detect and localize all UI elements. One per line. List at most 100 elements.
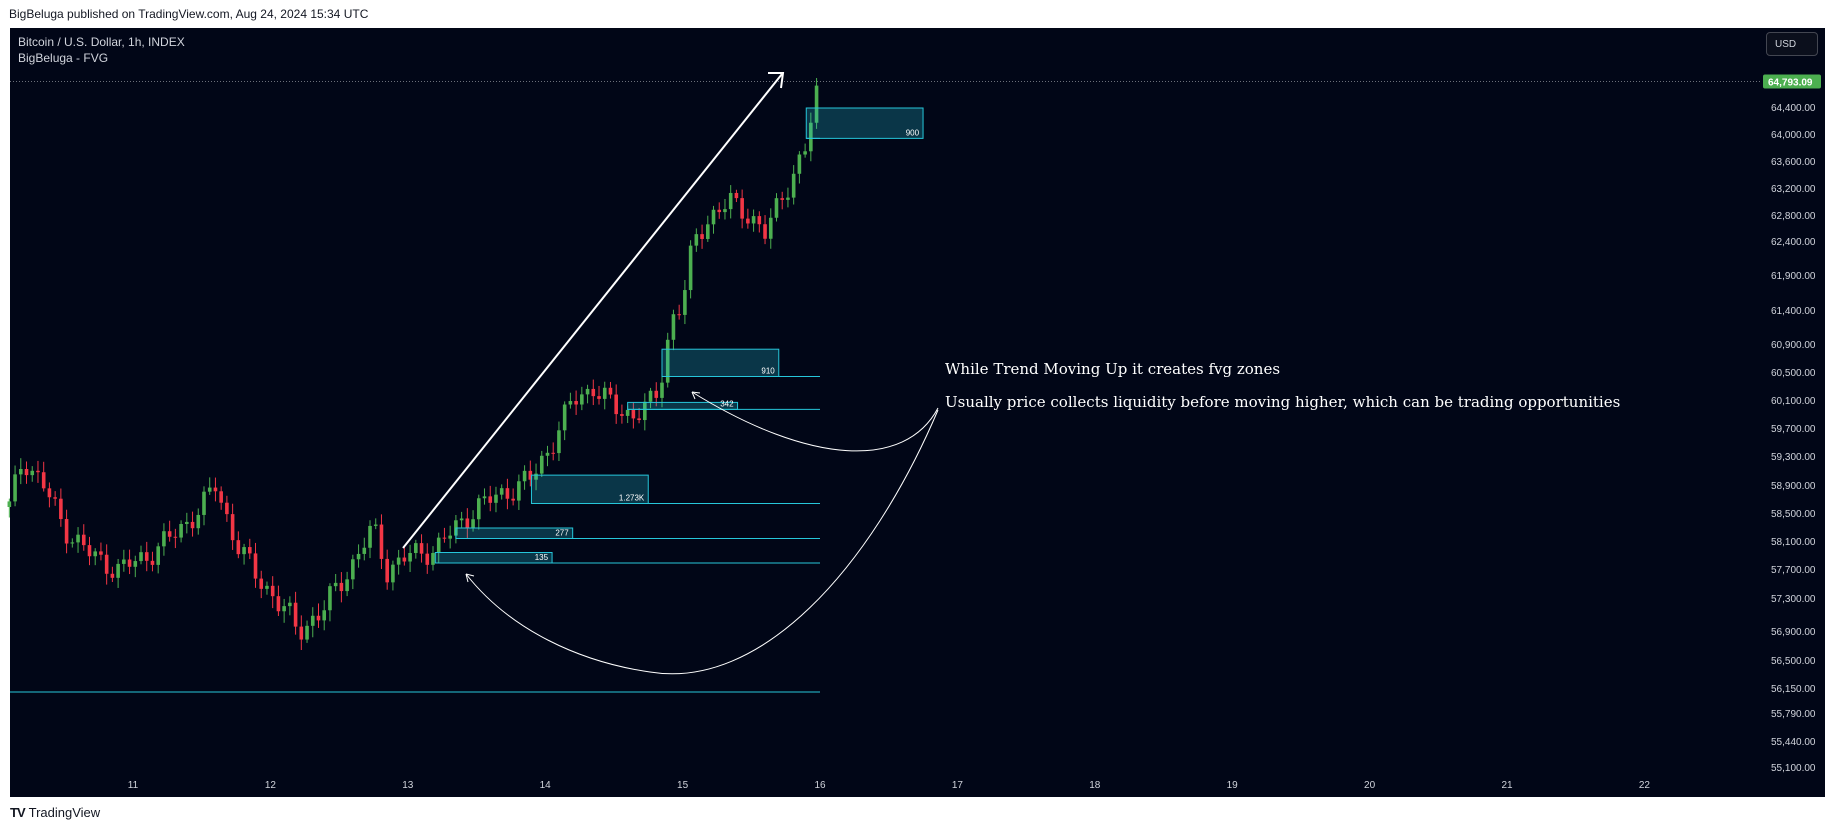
candle-body[interactable] [746, 218, 750, 224]
fvg-zone[interactable] [805, 107, 924, 139]
chart-area[interactable] [10, 28, 1825, 797]
candle-body[interactable] [654, 390, 659, 398]
candle-body[interactable] [757, 216, 762, 225]
candle-body[interactable] [436, 537, 441, 553]
candle-body[interactable] [488, 496, 493, 503]
candle-body[interactable] [402, 557, 407, 562]
candle-body[interactable] [408, 553, 412, 562]
candle-body[interactable] [333, 582, 338, 587]
candle-body[interactable] [230, 514, 235, 541]
candle-body[interactable] [574, 401, 578, 405]
candle-body[interactable] [339, 582, 344, 592]
candle-body[interactable] [53, 497, 57, 499]
candle-body[interactable] [585, 388, 590, 395]
candle-body[interactable] [76, 534, 80, 543]
candle-body[interactable] [442, 537, 447, 539]
candle-body[interactable] [351, 559, 355, 580]
candle-body[interactable] [316, 615, 321, 621]
candle-body[interactable] [545, 452, 550, 456]
candle-body[interactable] [202, 491, 206, 515]
candle-body[interactable] [225, 502, 229, 515]
candle-body[interactable] [167, 531, 172, 537]
candle-body[interactable] [13, 474, 17, 502]
candle-body[interactable] [162, 531, 166, 547]
candle-body[interactable] [185, 521, 189, 525]
candle-body[interactable] [236, 540, 241, 555]
candle-body[interactable] [671, 314, 676, 340]
candle-body[interactable] [740, 198, 744, 219]
candle-body[interactable] [591, 388, 596, 397]
candle-body[interactable] [763, 224, 767, 239]
candle-body[interactable] [47, 488, 52, 498]
candle-body[interactable] [385, 558, 389, 583]
candle-body[interactable] [728, 192, 733, 210]
candle-body[interactable] [774, 198, 779, 218]
candle-body[interactable] [700, 234, 704, 239]
candle-body[interactable] [734, 192, 739, 199]
candle-body[interactable] [425, 553, 430, 565]
candle-body[interactable] [247, 547, 252, 554]
tradingview-brand[interactable]: TV TradingView [10, 805, 100, 820]
currency-button[interactable]: USD [1766, 32, 1818, 56]
candle-body[interactable] [448, 535, 452, 539]
candle-body[interactable] [614, 394, 618, 415]
candle-body[interactable] [213, 487, 218, 492]
candle-body[interactable] [173, 536, 178, 538]
candle-body[interactable] [551, 452, 556, 454]
candle-body[interactable] [253, 553, 258, 579]
candle-body[interactable] [305, 625, 309, 640]
candle-body[interactable] [99, 551, 103, 555]
candle-body[interactable] [665, 339, 670, 383]
candle-body[interactable] [631, 409, 636, 419]
candle-body[interactable] [534, 473, 538, 480]
candle-body[interactable] [625, 409, 630, 416]
candle-body[interactable] [505, 488, 510, 499]
candle-body[interactable] [562, 404, 567, 431]
candle-body[interactable] [476, 498, 481, 520]
candle-body[interactable] [711, 209, 716, 225]
candle-body[interactable] [419, 543, 424, 554]
candle-body[interactable] [18, 468, 23, 475]
candle-body[interactable] [482, 496, 487, 499]
candle-body[interactable] [81, 534, 86, 546]
candle-body[interactable] [7, 501, 12, 507]
candle-body[interactable] [104, 554, 109, 574]
candle-body[interactable] [190, 521, 195, 529]
candle-body[interactable] [59, 498, 63, 520]
candle-body[interactable] [219, 491, 223, 503]
candle-body[interactable] [368, 525, 372, 548]
candle-body[interactable] [362, 547, 367, 554]
candle-body[interactable] [511, 498, 515, 501]
candle-body[interactable] [414, 543, 418, 554]
candle-body[interactable] [717, 209, 722, 213]
candle-body[interactable] [620, 414, 624, 416]
candle-body[interactable] [431, 552, 435, 565]
candle-body[interactable] [677, 314, 681, 316]
candle-body[interactable] [688, 245, 693, 291]
candle-body[interactable] [242, 547, 246, 555]
candle-body[interactable] [282, 606, 286, 612]
candle-body[interactable] [24, 468, 29, 476]
candle-body[interactable] [660, 382, 664, 398]
candle-body[interactable] [809, 122, 813, 152]
candle-body[interactable] [116, 563, 120, 578]
candle-body[interactable] [379, 524, 384, 559]
candle-body[interactable] [356, 553, 361, 560]
candle-body[interactable] [786, 197, 790, 200]
candle-body[interactable] [70, 542, 75, 544]
candle-body[interactable] [499, 488, 504, 495]
candle-body[interactable] [557, 430, 561, 454]
candle-body[interactable] [127, 559, 132, 567]
candle-body[interactable] [465, 518, 470, 529]
candle-body[interactable] [36, 470, 40, 473]
candle-body[interactable] [133, 561, 138, 567]
candle-body[interactable] [723, 209, 727, 213]
candle-body[interactable] [528, 470, 533, 480]
candle-body[interactable] [150, 560, 155, 565]
candle-body[interactable] [196, 514, 201, 529]
candle-body[interactable] [270, 585, 275, 597]
candle-body[interactable] [580, 394, 584, 405]
candle-body[interactable] [791, 173, 796, 198]
candle-body[interactable] [494, 494, 498, 503]
candle-body[interactable] [814, 85, 819, 123]
